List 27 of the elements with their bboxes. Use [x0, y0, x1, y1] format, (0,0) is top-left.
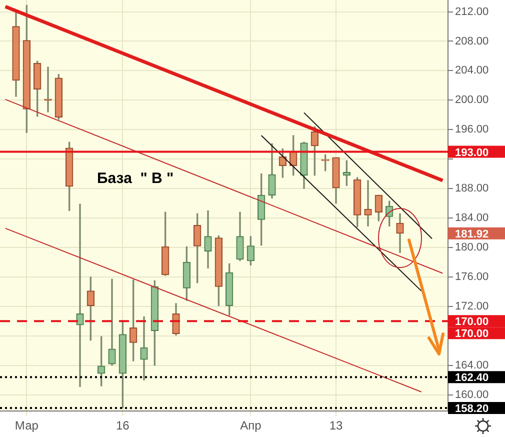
- y-tick-label: 164.00: [455, 359, 489, 372]
- y-tick-label: 160.00: [455, 388, 489, 401]
- candlestick: [76, 204, 84, 388]
- y-tick-label: 176.00: [455, 270, 489, 283]
- candlestick: [108, 278, 116, 366]
- y-tick-label: 204.00: [455, 64, 489, 77]
- y-tick-label: 196.00: [455, 124, 489, 136]
- text: 181.92: [455, 228, 489, 240]
- ref-line-label: 170.00: [455, 316, 489, 328]
- annotation: База " В ": [97, 170, 174, 187]
- candlestick: [364, 180, 372, 226]
- x-tick-label: 13: [329, 418, 343, 433]
- x-tick-label: Мар: [14, 418, 39, 433]
- ref-line-label: 193.00: [455, 146, 489, 159]
- ref-line-label: 162.40: [455, 372, 489, 384]
- y-tick-label: 184.00: [455, 212, 489, 224]
- y-tick-label: 172.00: [455, 300, 489, 312]
- y-tick-label: 212.00: [455, 6, 489, 18]
- x-tick-label: 16: [116, 418, 130, 433]
- ref-line-label: 158.20: [455, 403, 489, 416]
- y-tick-label: 208.00: [455, 35, 489, 48]
- x-tick-label: Апр: [240, 418, 262, 433]
- y-tick-label: 180.00: [455, 242, 489, 254]
- y-tick-label: 188.00: [455, 182, 489, 195]
- candlestick: [140, 316, 148, 380]
- y-tick-label: 200.00: [455, 94, 489, 106]
- text: 170.00: [455, 328, 489, 340]
